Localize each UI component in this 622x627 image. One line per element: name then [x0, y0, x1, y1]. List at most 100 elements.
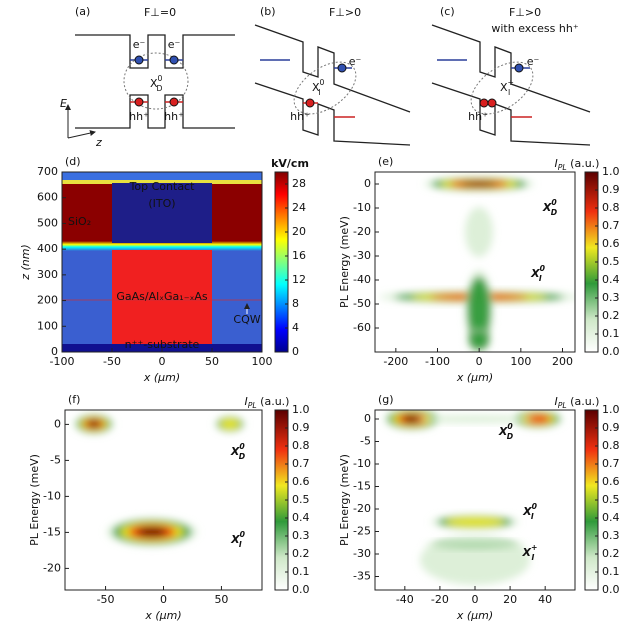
- y-tick-label: -20: [43, 561, 61, 574]
- annotation: n⁺⁺-substrate: [125, 338, 200, 351]
- x-tick-label: 0: [159, 355, 166, 368]
- label-sub: D: [551, 208, 558, 217]
- colorbar-title: IPL (a.u.): [555, 395, 600, 410]
- label-sup: 0: [551, 198, 557, 207]
- field-map: [62, 172, 262, 352]
- label-sub: I: [239, 540, 242, 549]
- y-tick-label: 300: [37, 268, 58, 281]
- x-tick-label: 0: [160, 593, 167, 606]
- label-sub: I: [508, 88, 510, 97]
- colorbar-tick-label: 0.9: [602, 183, 620, 196]
- pl-maps: [74, 177, 575, 585]
- label-base: X: [498, 425, 508, 438]
- exciton-label: X0 D: [150, 74, 163, 93]
- band-diagram-b: [254, 24, 411, 146]
- y-tick-label: 700: [37, 165, 58, 178]
- x-tick-label: 50: [214, 593, 228, 606]
- colorbar-title: IPL (a.u.): [555, 157, 600, 172]
- annotation: X0 I: [522, 502, 537, 521]
- pl-blob: [384, 410, 440, 430]
- label-sub: D: [507, 432, 514, 441]
- label-base: X: [230, 533, 240, 546]
- x-tick-label: -100: [50, 355, 75, 368]
- colorbar-tick-label: 16: [292, 249, 306, 262]
- conduction-band: [431, 24, 591, 113]
- y-tick-label: -10: [353, 201, 371, 214]
- colorbar-tick-label: 0.2: [292, 547, 310, 560]
- colorbar-tick-label: 24: [292, 201, 306, 214]
- y-tick-label: 0: [51, 345, 58, 358]
- colorbar-tick-label: 0.5: [602, 255, 620, 268]
- y-tick-label: 400: [37, 242, 58, 255]
- pl-contour: [220, 418, 240, 430]
- y-tick-label: -15: [43, 525, 61, 538]
- panel-subtitle: with excess hh⁺: [491, 22, 578, 35]
- map-region: [62, 241, 262, 251]
- colorbar-tick-label: 0.4: [292, 511, 310, 524]
- pl-blob: [415, 415, 535, 423]
- panel-tag: (b): [260, 5, 276, 18]
- panel-title: F⊥>0: [329, 6, 361, 19]
- electron: [134, 55, 144, 65]
- label-sub: PL: [558, 401, 567, 410]
- pl-blob: [467, 328, 491, 352]
- pl-contour: [445, 517, 505, 527]
- electron-label: e⁻: [527, 55, 540, 68]
- colorbar-tick-label: 4: [292, 321, 299, 334]
- panel-title: F⊥>0: [509, 6, 541, 19]
- y-tick-label: -25: [353, 525, 371, 538]
- label-after: (a.u.): [257, 395, 290, 408]
- pl-contour: [87, 420, 101, 428]
- colorbar-tick-label: 20: [292, 225, 306, 238]
- colorbar-tick-label: 0.8: [292, 439, 310, 452]
- colorbar-tick-label: 1.0: [602, 165, 620, 178]
- label-base: X: [522, 505, 532, 518]
- pl-contour: [465, 207, 493, 257]
- y-tick-label: -5: [50, 453, 61, 466]
- energy-axis-label: E: [60, 97, 67, 110]
- x-tick-label: -200: [383, 355, 408, 368]
- colorbar-tick-label: 0.1: [602, 565, 620, 578]
- label-sub: D: [156, 84, 162, 93]
- annotation: GaAs/AlₓGa₁₋ₓAs: [116, 290, 208, 303]
- hole: [169, 97, 179, 107]
- y-tick-label: 600: [37, 191, 58, 204]
- label-sup: 0: [239, 442, 245, 451]
- electron-label: e⁻: [349, 55, 362, 68]
- electron: [169, 55, 179, 65]
- colorbar-tick-label: 0.0: [602, 345, 620, 358]
- panel-tag: (c): [440, 5, 455, 18]
- pl-contour: [469, 330, 489, 350]
- exciton-outline: [123, 52, 189, 110]
- hole-label: hh⁺: [164, 110, 184, 123]
- y-tick-label: -50: [353, 297, 371, 310]
- colorbar-tick-label: 0.7: [602, 219, 620, 232]
- pl-blob: [465, 207, 493, 257]
- label-after: (a.u.): [567, 395, 600, 408]
- colorbar-tick-label: 8: [292, 297, 299, 310]
- colorbar-tick-label: 0.7: [602, 457, 620, 470]
- pl-contour: [467, 276, 491, 344]
- hole: [487, 98, 497, 108]
- colorbar-tick-label: 0.0: [292, 583, 310, 596]
- hole: [134, 97, 144, 107]
- colorbar-tick-label: 0.9: [292, 421, 310, 434]
- pl-map: [379, 177, 575, 352]
- conduction-band: [254, 24, 411, 113]
- y-tick-label: -60: [353, 321, 371, 334]
- pl-blob: [431, 515, 519, 529]
- annotation: X+ I: [522, 543, 538, 562]
- x-tick-label: 200: [552, 355, 573, 368]
- x-axis-label: x (μm): [456, 609, 493, 622]
- pl-map: [74, 414, 245, 546]
- colorbar-title: kV/cm: [271, 157, 309, 170]
- annotation: (ITO): [148, 197, 175, 210]
- colorbar-tick-label: 0.6: [602, 237, 620, 250]
- pl-contour: [420, 535, 530, 585]
- colorbar-tick-label: 0.5: [602, 493, 620, 506]
- panel-tag: (a): [75, 5, 90, 18]
- annotation: SiO₂: [68, 215, 91, 228]
- plot-frame: [374, 171, 576, 353]
- pl-blob: [424, 177, 534, 191]
